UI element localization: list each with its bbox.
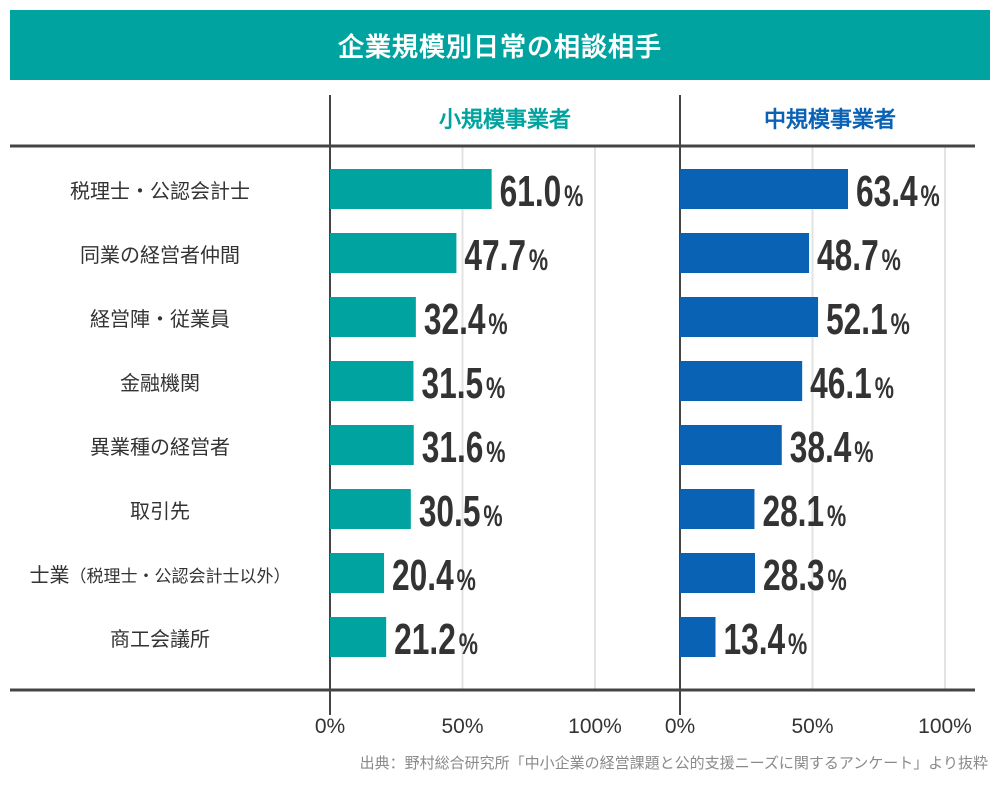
value-label-small-3: 31.5%: [421, 359, 505, 408]
x-tick-0-0: 0%: [315, 715, 345, 738]
source-note: 出典：野村総合研究所「中小企業の経営課題と公的支援ニーズに関するアンケート」より…: [359, 754, 988, 772]
x-tick-1-0: 0%: [665, 715, 695, 738]
category-label-note: （税理士・公認会計士以外）: [69, 567, 291, 587]
x-tick-0-100: 100%: [568, 715, 622, 738]
bar-medium-5: [680, 489, 755, 529]
value-label-small-7: 21.2%: [394, 615, 478, 664]
bar-medium-3: [680, 361, 803, 401]
bar-small-5: [330, 489, 411, 529]
category-label-6: 士業（税理士・公認会計士以外）: [0, 559, 320, 588]
x-tick-0-50: 50%: [441, 715, 483, 738]
value-label-medium-0: 63.4%: [856, 167, 940, 216]
category-label-1: 同業の経営者仲間: [80, 243, 240, 267]
bar-small-2: [330, 297, 416, 337]
value-label-small-6: 20.4%: [392, 551, 476, 600]
value-label-small-0: 61.0%: [500, 167, 584, 216]
category-label-0: 税理士・公認会計士: [70, 179, 250, 203]
bar-small-1: [330, 233, 457, 273]
bar-medium-4: [680, 425, 782, 465]
bar-medium-0: [680, 169, 849, 209]
x-tick-1-100: 100%: [918, 715, 972, 738]
bar-medium-7: [680, 617, 716, 657]
category-label-main: 士業: [29, 563, 70, 587]
series-header-medium: 中規模事業者: [763, 108, 896, 133]
value-label-medium-1: 48.7%: [817, 231, 901, 280]
value-label-medium-3: 46.1%: [810, 359, 894, 408]
bar-small-0: [330, 169, 492, 209]
bar-medium-6: [680, 553, 755, 593]
category-label-2: 経営陣・従業員: [90, 307, 230, 331]
value-label-small-5: 30.5%: [419, 487, 503, 536]
bar-small-6: [330, 553, 385, 593]
value-label-medium-6: 28.3%: [763, 551, 847, 600]
value-label-medium-4: 38.4%: [790, 423, 874, 472]
x-tick-1-50: 50%: [791, 715, 833, 738]
value-label-medium-5: 28.1%: [762, 487, 846, 536]
bar-small-7: [330, 617, 387, 657]
value-label-small-4: 31.6%: [422, 423, 506, 472]
category-label-7: 商工会議所: [110, 627, 210, 651]
category-label-3: 金融機関: [120, 371, 200, 395]
bar-small-4: [330, 425, 414, 465]
value-label-small-2: 32.4%: [424, 295, 508, 344]
value-label-medium-7: 13.4%: [724, 615, 808, 664]
value-label-small-1: 47.7%: [464, 231, 548, 280]
value-label-medium-2: 52.1%: [826, 295, 910, 344]
chart-title: 企業規模別日常の相談相手: [337, 32, 662, 63]
series-header-small: 小規模事業者: [438, 108, 571, 133]
bar-medium-1: [680, 233, 810, 273]
category-label-5: 取引先: [130, 499, 190, 523]
category-label-4: 異業種の経営者: [90, 435, 230, 459]
bar-small-3: [330, 361, 414, 401]
chart-title-bar: 企業規模別日常の相談相手: [10, 10, 990, 80]
bar-medium-2: [680, 297, 819, 337]
